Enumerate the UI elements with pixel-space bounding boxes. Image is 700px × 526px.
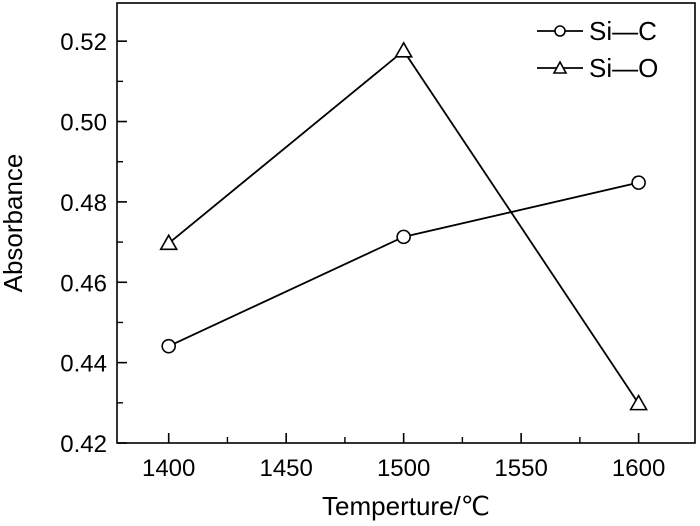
y-axis-title: Absorbance	[0, 154, 28, 293]
plot-frame	[116, 2, 696, 444]
y-tick-label: 0.50	[60, 110, 107, 137]
y-axis-ticks: 0.42 0.44 0.46 0.48 0.50 0.52	[60, 29, 127, 458]
x-axis-title: Temperture/℃	[322, 491, 490, 521]
y-tick-label: 0.52	[60, 29, 107, 56]
x-tick-label: 1550	[494, 455, 547, 482]
x-tick-label: 1500	[377, 455, 430, 482]
data-point-si-o	[629, 394, 648, 411]
legend: Si—C Si—O	[537, 16, 658, 83]
x-tick-label: 1450	[259, 455, 312, 482]
y-tick-label: 0.44	[60, 351, 107, 378]
series-line-si-c	[168, 181, 639, 347]
y-tick-label: 0.48	[60, 190, 107, 217]
x-axis-ticks: 1400 1450 1500 1550 1600	[142, 433, 665, 482]
data-point-si-c	[161, 338, 176, 354]
x-tick-label: 1400	[142, 455, 195, 482]
data-point-si-c	[396, 229, 411, 245]
legend-label-si-c: Si—C	[589, 16, 657, 46]
legend-marker-si-o	[552, 60, 568, 74]
legend-marker-si-c	[554, 25, 566, 37]
legend-label-si-o: Si—O	[589, 53, 658, 83]
y-tick-label: 0.42	[60, 431, 107, 458]
x-tick-label: 1600	[612, 455, 665, 482]
data-point-si-o	[394, 41, 414, 58]
series-line-si-o	[168, 49, 640, 405]
series-layer	[159, 41, 648, 411]
data-point-si-o	[159, 233, 179, 251]
data-point-si-c	[631, 175, 646, 190]
y-tick-label: 0.46	[60, 270, 107, 297]
